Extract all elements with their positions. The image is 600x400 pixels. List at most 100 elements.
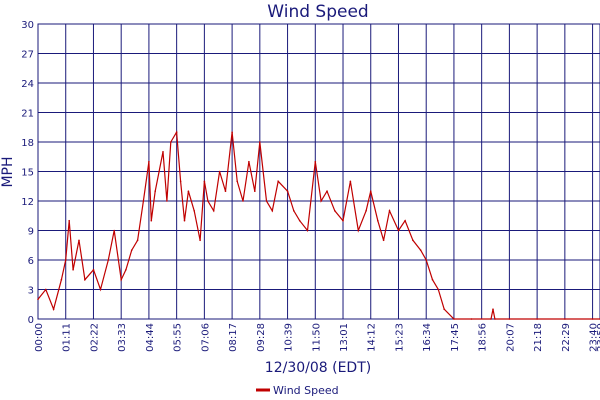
y-tick-label: 0	[28, 315, 34, 326]
data-point	[142, 200, 145, 202]
x-tick-label: 00:00	[34, 323, 45, 352]
x-axis-label: 12/30/08 (EDT)	[265, 360, 371, 376]
data-point	[404, 219, 406, 222]
data-point	[158, 170, 160, 173]
data-point	[175, 131, 178, 133]
y-tick-labels: 0 3 6 9 12 15 18 21 24 27 30	[21, 20, 34, 326]
x-tick-label: 02:22	[89, 323, 100, 352]
grid	[37, 23, 600, 320]
data-point	[154, 190, 156, 192]
data-point	[120, 278, 122, 281]
data-point	[342, 219, 344, 222]
legend-label: Wind Speed	[273, 384, 339, 397]
data-point	[320, 200, 322, 202]
data-point	[150, 219, 153, 222]
x-tick-label: 01:11	[62, 323, 73, 352]
data-point	[187, 190, 190, 192]
x-tick-label: 03:33	[117, 323, 128, 352]
y-tick-label: 3	[28, 286, 34, 297]
data-point	[286, 190, 289, 192]
x-tick-label: 22:29	[561, 323, 572, 352]
data-point	[52, 308, 55, 311]
y-tick-label: 21	[21, 109, 34, 120]
x-tick-label: 11:50	[311, 323, 322, 352]
data-point	[369, 190, 372, 192]
x-tick-label: 23:59	[596, 323, 600, 352]
y-axis-label: MPH	[0, 156, 16, 187]
data-point	[72, 269, 74, 271]
data-point	[349, 180, 352, 183]
data-point	[148, 160, 150, 163]
data-point	[453, 318, 455, 320]
data-point	[357, 229, 360, 232]
x-tick-label: 23:40	[589, 323, 600, 352]
data-point	[490, 318, 492, 320]
x-tick-label: 15:23	[394, 323, 405, 352]
data-point	[334, 210, 336, 212]
data-point	[494, 318, 496, 320]
data-point	[443, 308, 446, 311]
data-point	[130, 249, 133, 251]
data-point	[231, 131, 233, 133]
data-point	[470, 318, 473, 320]
y-tick-label: 12	[21, 197, 34, 208]
data-point	[254, 190, 256, 192]
data-point	[242, 200, 244, 202]
data-point	[388, 210, 391, 212]
x-tick-labels: 00:00 01:11 02:22 03:33 04:44 05:55 07:06 08:17…	[34, 323, 600, 352]
data-point	[113, 229, 115, 232]
data-point	[591, 318, 594, 320]
data-point	[508, 318, 511, 320]
data-point	[306, 229, 309, 232]
x-tick-label: 04:44	[145, 323, 156, 352]
data-point	[68, 219, 70, 222]
x-tick-label: 21:18	[533, 323, 544, 352]
data-point	[183, 219, 186, 222]
data-point	[271, 210, 274, 212]
data-point	[365, 210, 367, 212]
data-point	[412, 239, 414, 242]
chart-title: Wind Speed	[267, 2, 368, 22]
data-point	[64, 259, 67, 261]
data-point	[92, 269, 95, 271]
data-point	[45, 288, 47, 291]
data-point	[212, 210, 215, 212]
data-point	[293, 210, 295, 212]
data-point	[136, 239, 139, 242]
data-point	[277, 180, 280, 183]
data-point	[314, 160, 317, 163]
data-point	[425, 259, 428, 261]
x-tick-label: 05:55	[173, 323, 184, 352]
x-tick-label: 13:01	[339, 323, 350, 352]
data-point	[107, 259, 110, 261]
legend: Wind Speed	[256, 384, 339, 397]
data-point	[397, 229, 400, 232]
data-point	[382, 239, 385, 242]
data-point	[326, 190, 328, 192]
y-tick-label: 27	[21, 50, 34, 61]
x-tick-label: 08:17	[228, 323, 239, 352]
data-point	[492, 308, 494, 311]
data-point	[207, 200, 209, 202]
series-group	[37, 130, 600, 320]
data-point	[536, 318, 538, 320]
x-tick-label: 16:34	[422, 323, 433, 352]
data-point	[199, 239, 201, 242]
y-tick-label: 24	[21, 79, 34, 90]
x-tick-label: 20:07	[505, 323, 516, 352]
data-point	[179, 180, 182, 183]
data-point	[236, 180, 238, 183]
data-point	[259, 141, 261, 143]
data-point	[99, 288, 102, 291]
x-tick-label: 14:12	[367, 323, 378, 352]
data-point	[125, 269, 127, 271]
data-point	[166, 200, 168, 202]
data-point	[248, 160, 250, 163]
data-point	[203, 180, 206, 183]
data-point	[224, 190, 227, 192]
y-tick-label: 18	[21, 138, 34, 149]
x-tick-label: 07:06	[200, 323, 211, 352]
x-tick-label: 18:56	[478, 323, 489, 352]
x-tick-label: 10:39	[284, 323, 295, 352]
